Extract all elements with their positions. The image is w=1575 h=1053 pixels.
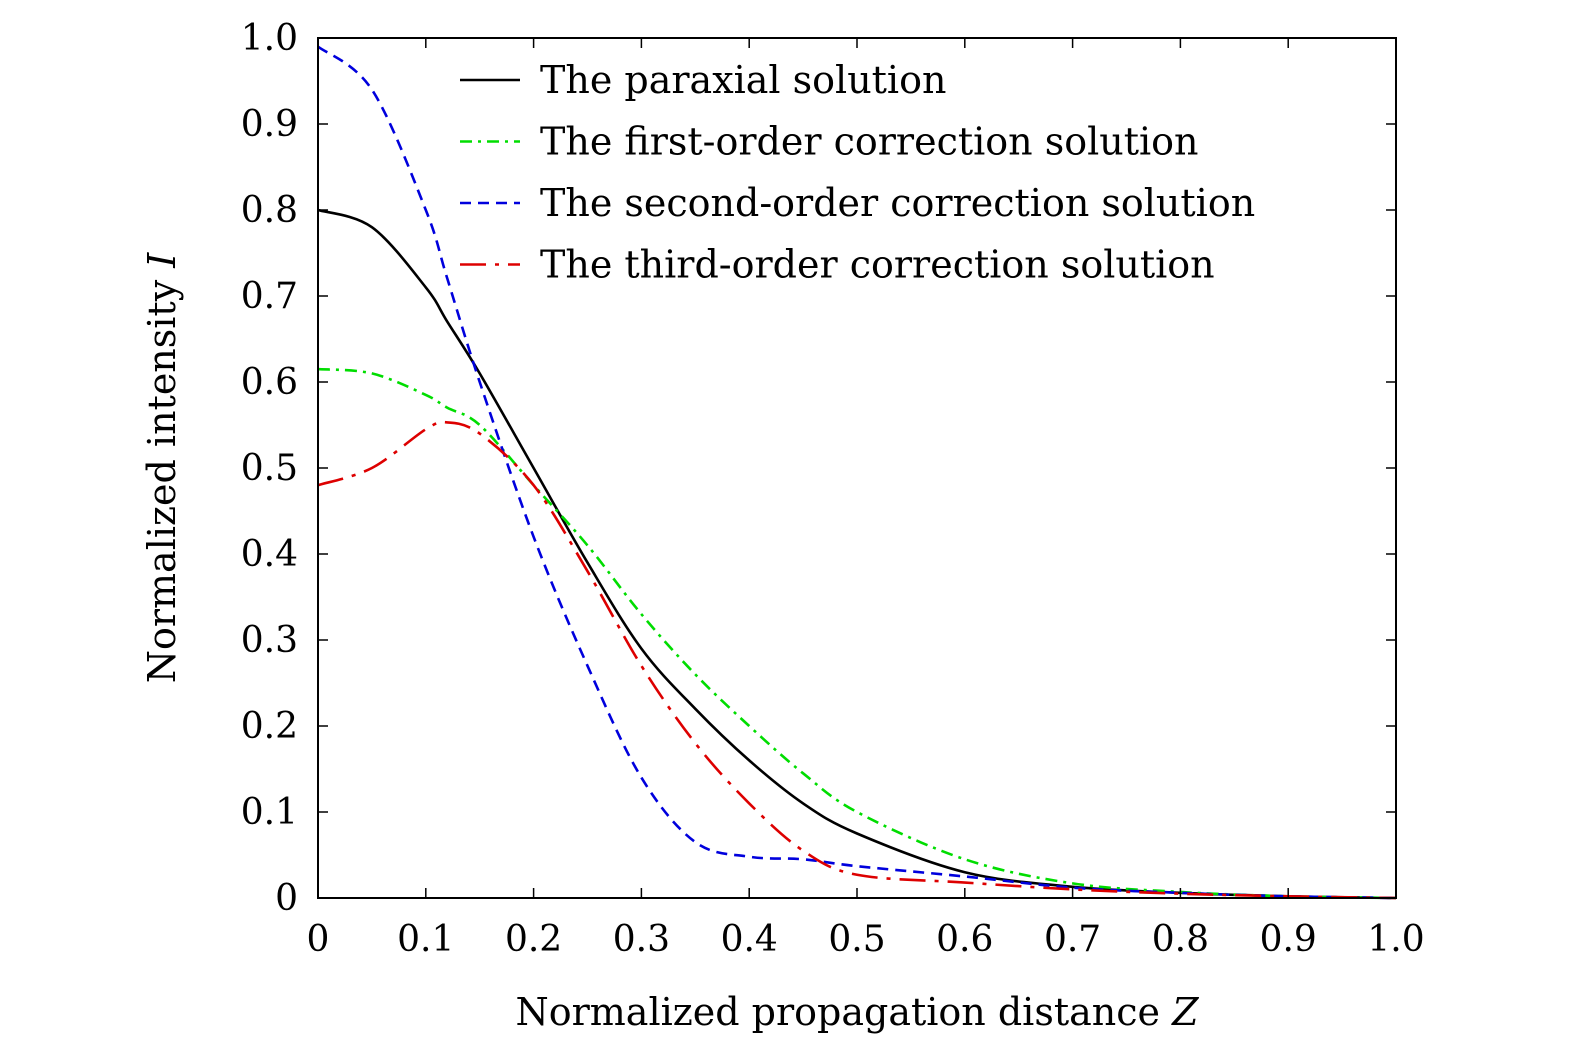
y-tick-label: 0.9: [241, 104, 298, 145]
y-tick-label: 0.4: [241, 534, 298, 575]
x-tick-label: 0.5: [828, 919, 885, 960]
y-tick-label: 0.7: [241, 276, 298, 317]
y-tick-label: 0: [275, 878, 298, 919]
x-tick-label: 1.0: [1367, 919, 1424, 960]
y-axis-label: Normalized intensity I: [140, 252, 184, 684]
x-tick-label: 0.2: [505, 919, 562, 960]
y-tick-label: 0.1: [241, 792, 298, 833]
plot-frame: [317, 37, 1397, 899]
series-line-3: [317, 420, 1397, 900]
series-layer: [317, 45, 1397, 900]
x-axis-label: Normalized propagation distance Z: [515, 990, 1199, 1034]
y-tick-label: 0.6: [241, 362, 298, 403]
series-line-2: [317, 45, 1397, 900]
y-tick-label: 0.5: [241, 448, 298, 489]
legend-label: The second-order correction solution: [540, 181, 1255, 225]
y-tick-label: 0.8: [241, 190, 298, 231]
y-tick-label: 0.3: [241, 620, 298, 661]
legend-label: The paraxial solution: [540, 58, 946, 102]
series-line-1: [317, 367, 1397, 900]
x-tick-label: 0.6: [936, 919, 993, 960]
series-line-0: [317, 208, 1397, 900]
y-tick-label: 1.0: [241, 18, 298, 59]
ticks-layer: 0 0.1 0.2 0.3 0.4 0.5 0.6 0.7 0.8 0.9 1.0 0 0.1 0.2 0.…: [241, 18, 1425, 960]
legend-label: The third-order correction solution: [540, 243, 1215, 287]
y-tick-label: 0.2: [241, 706, 298, 747]
x-tick-label: 0.7: [1044, 919, 1101, 960]
x-tick-label: 0.1: [397, 919, 454, 960]
x-tick-label: 0: [307, 919, 330, 960]
x-tick-label: 0.8: [1152, 919, 1209, 960]
x-tick-label: 0.3: [613, 919, 670, 960]
x-tick-label: 0.4: [721, 919, 778, 960]
legend-label: The first-order correction solution: [540, 120, 1199, 164]
legend: The paraxial solution The first-order cor…: [460, 58, 1255, 287]
x-tick-label: 0.9: [1260, 919, 1317, 960]
